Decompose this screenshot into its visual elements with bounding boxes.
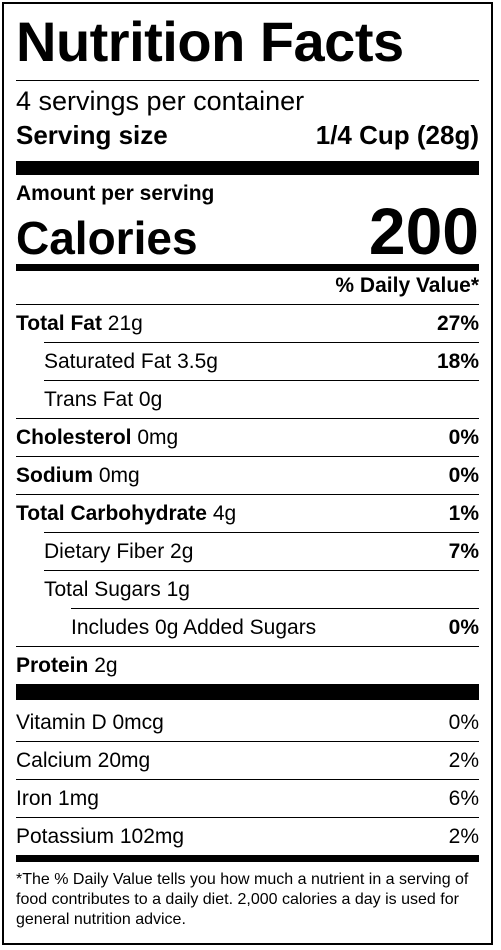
nutrition-facts-label: Nutrition Facts 4 servings per container…: [2, 2, 493, 945]
vitamin-daily-value: 0%: [448, 710, 479, 734]
row-divider: [44, 380, 479, 381]
nutrient-row: Cholesterol 0mg 0%: [16, 419, 479, 456]
nutrient-daily-value: 7%: [448, 539, 479, 563]
nutrient-label: Dietary Fiber: [44, 539, 165, 563]
label-title: Nutrition Facts: [16, 10, 404, 73]
row-divider: [16, 646, 479, 647]
medium-divider: [16, 855, 479, 862]
serving-size-label: Serving size: [16, 120, 168, 150]
vitamin-row: Calcium 20mg 2%: [16, 742, 479, 779]
row-divider: [16, 304, 479, 305]
nutrient-row: Total Sugars 1g: [16, 571, 479, 608]
nutrient-row: Trans Fat 0g: [16, 381, 479, 418]
nutrient-name: Total Carbohydrate 4g: [16, 502, 236, 526]
nutrient-row: Total Carbohydrate 4g 1%: [16, 495, 479, 532]
row-divider: [44, 570, 479, 571]
nutrient-name: Total Sugars 1g: [16, 578, 190, 602]
medium-divider: [16, 264, 479, 271]
nutrient-amount: 0g: [138, 387, 163, 411]
nutrient-name: Saturated Fat 3.5g: [16, 350, 218, 374]
nutrient-label: Total Carbohydrate: [16, 501, 207, 525]
nutrient-daily-value: 27%: [436, 311, 479, 335]
nutrient-amount: 2g: [170, 539, 194, 563]
nutrient-amount: 21g: [107, 311, 143, 335]
vitamin-daily-value: 2%: [448, 824, 479, 848]
nutrient-daily-value: 0%: [448, 463, 479, 487]
nutrient-amount: 3.5g: [177, 349, 218, 373]
servings-per-container: 4 servings per container: [16, 86, 479, 117]
row-divider: [71, 608, 479, 609]
serving-size-value: 1/4 Cup (28g): [315, 120, 479, 150]
serving-size-row: Serving size 1/4 Cup (28g): [16, 120, 479, 151]
nutrient-label: Cholesterol: [16, 425, 132, 449]
calories-value: 200: [368, 194, 479, 268]
nutrient-row: Saturated Fat 3.5g 18%: [16, 343, 479, 380]
row-divider: [16, 741, 479, 742]
daily-value-header: % Daily Value*: [16, 274, 479, 298]
nutrient-label: Includes 0g Added Sugars: [71, 615, 317, 639]
divider: [16, 80, 479, 81]
vitamin-name: Calcium 20mg: [16, 748, 151, 772]
vitamin-row: Vitamin D 0mcg 0%: [16, 704, 479, 741]
amount-per-serving: Amount per serving: [16, 182, 479, 206]
nutrient-amount: 0mg: [98, 463, 140, 487]
row-divider: [44, 532, 479, 533]
row-divider: [16, 456, 479, 457]
vitamin-name: Vitamin D 0mcg: [16, 710, 164, 734]
nutrient-daily-value: 18%: [436, 349, 479, 373]
nutrient-name: Total Fat 21g: [16, 312, 143, 336]
nutrient-row: Includes 0g Added Sugars 0%: [16, 609, 479, 646]
nutrient-row: Total Fat 21g 27%: [16, 305, 479, 342]
thick-divider: [16, 684, 479, 700]
nutrient-name: Dietary Fiber 2g: [16, 540, 193, 564]
nutrient-label: Trans Fat: [44, 387, 134, 411]
nutrient-label: Saturated Fat: [44, 349, 172, 373]
thick-divider: [16, 161, 479, 175]
nutrient-row: Dietary Fiber 2g 7%: [16, 533, 479, 570]
vitamin-daily-value: 2%: [448, 748, 479, 772]
nutrient-amount: 0mg: [137, 425, 179, 449]
calories-label: Calories: [16, 212, 198, 264]
nutrient-row: Protein 2g: [16, 647, 479, 684]
vitamin-name: Potassium 102mg: [16, 824, 185, 848]
nutrient-daily-value: 1%: [448, 501, 479, 525]
nutrient-name: Protein 2g: [16, 654, 118, 678]
nutrient-name: Includes 0g Added Sugars: [16, 616, 316, 640]
vitamin-row: Iron 1mg 6%: [16, 780, 479, 817]
servings-text: 4 servings per container: [16, 86, 305, 116]
daily-value-header-text: % Daily Value*: [335, 274, 479, 297]
daily-value-footnote: *The % Daily Value tells you how much a …: [16, 871, 469, 928]
row-divider: [16, 817, 479, 818]
vitamin-name: Iron 1mg: [16, 786, 99, 810]
nutrient-label: Sodium: [16, 463, 93, 487]
nutrient-amount: 1g: [166, 577, 190, 601]
nutrient-row: Sodium 0mg 0%: [16, 457, 479, 494]
nutrient-amount: 4g: [212, 501, 237, 525]
nutrient-daily-value: 0%: [448, 425, 479, 449]
nutrient-label: Total Fat: [16, 311, 102, 335]
nutrient-amount: 2g: [94, 653, 118, 677]
row-divider: [16, 779, 479, 780]
vitamin-row: Potassium 102mg 2%: [16, 818, 479, 855]
row-divider: [16, 494, 479, 495]
nutrient-label: Total Sugars: [44, 577, 161, 601]
vitamin-daily-value: 6%: [448, 786, 479, 810]
row-divider: [44, 342, 479, 343]
amount-per-serving-text: Amount per serving: [16, 182, 215, 205]
nutrient-name: Sodium 0mg: [16, 464, 140, 488]
nutrient-name: Cholesterol 0mg: [16, 426, 178, 450]
calories-row: Calories 200: [16, 196, 479, 273]
nutrient-label: Protein: [16, 653, 89, 677]
nutrient-name: Trans Fat 0g: [16, 388, 162, 412]
nutrient-daily-value: 0%: [448, 615, 479, 639]
row-divider: [16, 418, 479, 419]
